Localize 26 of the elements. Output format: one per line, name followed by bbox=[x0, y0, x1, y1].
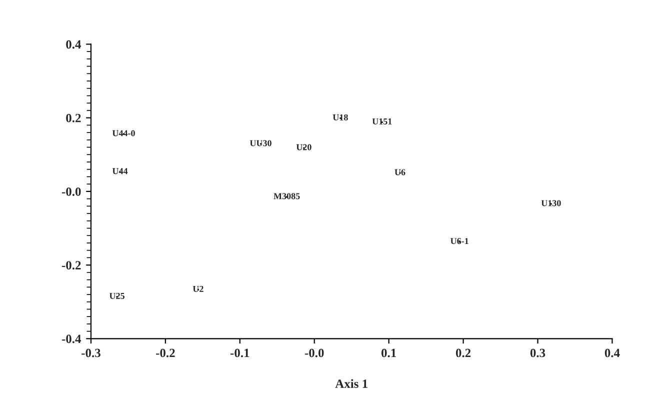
data-label: U6 bbox=[394, 169, 406, 176]
data-label: U2 bbox=[192, 286, 204, 292]
x-axis-title: Axis 1 bbox=[335, 379, 368, 388]
y-tick-label: -0.4 bbox=[62, 334, 82, 344]
data-label: U6-1 bbox=[450, 238, 468, 244]
data-label: UU30 bbox=[250, 140, 272, 146]
x-tick-label: -0.3 bbox=[82, 348, 100, 358]
x-tick-label: -0.1 bbox=[230, 348, 250, 358]
data-label: M3085 bbox=[274, 193, 300, 200]
x-tick-label: -0.2 bbox=[156, 348, 175, 358]
y-tick-label: 0.4 bbox=[66, 40, 82, 49]
data-label: U20 bbox=[296, 144, 312, 150]
y-tick-label: 0.2 bbox=[66, 114, 81, 122]
x-tick-label: 0.3 bbox=[530, 348, 546, 358]
data-label: U130 bbox=[541, 200, 561, 206]
data-label: U25 bbox=[109, 292, 124, 299]
data-label: U44-0 bbox=[112, 130, 135, 136]
data-label: U44 bbox=[112, 168, 128, 174]
y-tick-label: -0.2 bbox=[62, 261, 81, 270]
data-label: U151 bbox=[372, 118, 392, 124]
y-tick-label: -0.0 bbox=[62, 187, 81, 196]
x-tick-label: 0.2 bbox=[456, 348, 471, 358]
x-tick-label: -0.0 bbox=[304, 348, 324, 358]
data-label: U18 bbox=[332, 114, 348, 120]
x-tick-label: 0.1 bbox=[381, 348, 396, 358]
x-tick-label: 0.4 bbox=[604, 348, 620, 358]
